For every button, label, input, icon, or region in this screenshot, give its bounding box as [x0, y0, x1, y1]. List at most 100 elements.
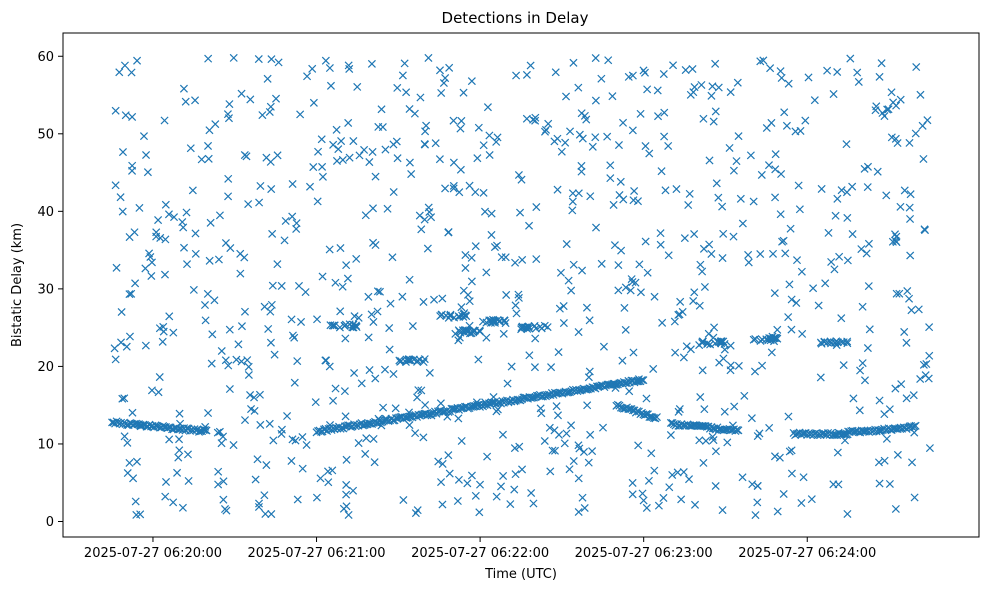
detection-marker: [264, 324, 273, 333]
detection-marker: [530, 363, 539, 372]
detection-marker: [656, 229, 665, 238]
detection-marker: [872, 102, 881, 111]
detection-marker: [668, 470, 677, 479]
detection-marker: [710, 323, 719, 332]
detection-marker: [690, 230, 699, 239]
detection-marker: [698, 267, 707, 276]
detection-marker: [221, 356, 230, 365]
detection-marker: [481, 398, 490, 407]
detection-marker: [900, 327, 909, 336]
detection-marker: [191, 229, 200, 238]
detection-marker: [831, 211, 840, 220]
detection-marker: [318, 272, 327, 281]
detection-marker: [173, 468, 182, 477]
detection-marker: [823, 66, 832, 75]
detection-marker: [210, 296, 219, 305]
detection-marker: [214, 467, 223, 476]
detection-marker: [256, 420, 265, 429]
detection-marker: [129, 474, 138, 483]
detection-marker: [288, 435, 297, 444]
detection-marker: [136, 421, 145, 430]
detection-marker: [696, 260, 705, 269]
detection-marker: [703, 339, 712, 348]
detection-marker: [329, 396, 338, 405]
detection-marker: [493, 133, 502, 142]
detection-marker: [121, 111, 130, 120]
detection-marker: [217, 346, 226, 356]
detection-marker: [128, 112, 137, 121]
detection-marker: [835, 252, 844, 261]
detection-marker: [374, 414, 383, 423]
detection-marker: [574, 474, 583, 483]
detection-marker: [514, 395, 523, 404]
detection-marker: [776, 210, 785, 219]
detection-marker: [578, 266, 587, 275]
detection-marker: [725, 143, 734, 152]
detection-marker: [628, 71, 637, 80]
detection-marker: [455, 327, 464, 336]
detection-marker: [641, 237, 650, 246]
detection-marker: [714, 193, 723, 202]
detection-marker: [689, 296, 698, 306]
detection-marker: [768, 332, 777, 341]
detection-marker: [925, 323, 934, 332]
detection-marker: [128, 408, 137, 417]
detection-marker: [465, 321, 474, 330]
detection-marker: [354, 313, 363, 322]
detection-marker: [445, 63, 454, 72]
detection-marker: [302, 440, 311, 449]
detection-marker: [325, 245, 334, 254]
detection-marker: [178, 503, 187, 512]
detection-marker: [236, 269, 245, 278]
detection-marker: [816, 373, 825, 382]
detection-marker: [584, 458, 593, 467]
detection-marker: [609, 200, 618, 209]
detection-marker: [837, 186, 846, 195]
detection-marker: [112, 263, 121, 272]
detection-marker: [308, 64, 317, 73]
detection-marker: [864, 282, 873, 291]
detection-marker: [419, 297, 428, 306]
detection-marker: [377, 105, 386, 114]
detection-marker: [475, 326, 484, 335]
detection-marker: [569, 58, 578, 67]
detection-marker: [422, 121, 431, 130]
detection-marker: [584, 373, 593, 382]
detection-marker: [498, 430, 507, 439]
detection-marker: [673, 468, 682, 477]
detection-marker: [540, 321, 549, 330]
detection-marker: [316, 474, 325, 483]
detection-marker: [892, 424, 901, 433]
detection-marker: [890, 230, 900, 239]
detection-marker: [580, 503, 589, 513]
detection-marker: [728, 421, 737, 430]
detection-marker: [916, 374, 925, 384]
detection-marker: [164, 210, 173, 219]
detection-marker: [705, 156, 714, 165]
detection-marker: [111, 181, 120, 190]
detection-marker: [488, 318, 498, 327]
detection-marker: [213, 428, 222, 437]
y-axis: 0 10 20 30 40 50 60: [37, 50, 63, 530]
detection-marker: [639, 376, 648, 385]
detection-marker: [398, 292, 407, 301]
detection-marker: [454, 336, 463, 345]
detection-marker: [891, 384, 900, 393]
detection-marker: [799, 473, 808, 482]
detection-marker: [125, 233, 134, 242]
detection-marker: [343, 274, 352, 283]
detection-marker: [654, 501, 663, 510]
detection-marker: [444, 451, 453, 460]
detection-marker: [236, 249, 245, 258]
detection-marker: [723, 438, 732, 447]
detection-marker: [500, 316, 509, 325]
detection-marker: [711, 59, 720, 68]
detection-marker: [475, 508, 484, 517]
detection-marker: [115, 68, 124, 77]
detection-marker: [325, 63, 334, 73]
detection-marker: [883, 105, 892, 114]
detection-marker: [475, 480, 485, 489]
detection-marker: [642, 394, 651, 403]
detection-marker: [225, 325, 234, 334]
detection-marker: [419, 433, 428, 442]
